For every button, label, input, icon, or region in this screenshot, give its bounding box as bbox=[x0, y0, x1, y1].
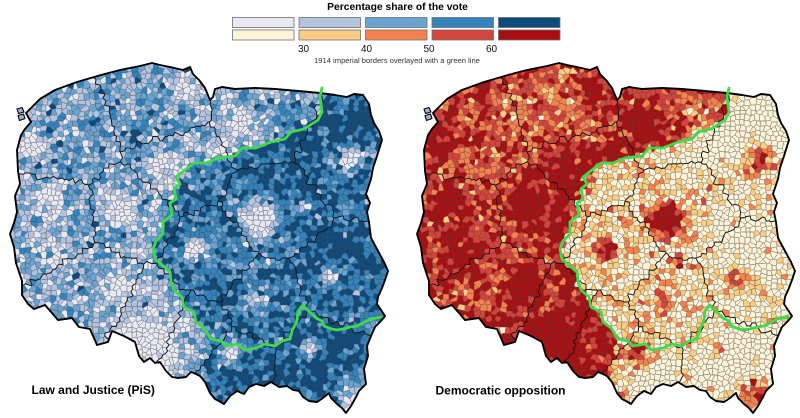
svg-text:Percentage share of the vote: Percentage share of the vote bbox=[327, 2, 468, 13]
svg-text:1914 imperial borders overlaye: 1914 imperial borders overlayed with a g… bbox=[314, 56, 480, 65]
svg-text:60: 60 bbox=[486, 44, 498, 55]
svg-text:50: 50 bbox=[423, 44, 435, 55]
svg-text:40: 40 bbox=[361, 44, 373, 55]
svg-text:Democratic opposition: Democratic opposition bbox=[436, 384, 566, 398]
svg-text:30: 30 bbox=[298, 44, 310, 55]
svg-text:Law and Justice (PiS): Law and Justice (PiS) bbox=[32, 383, 155, 397]
